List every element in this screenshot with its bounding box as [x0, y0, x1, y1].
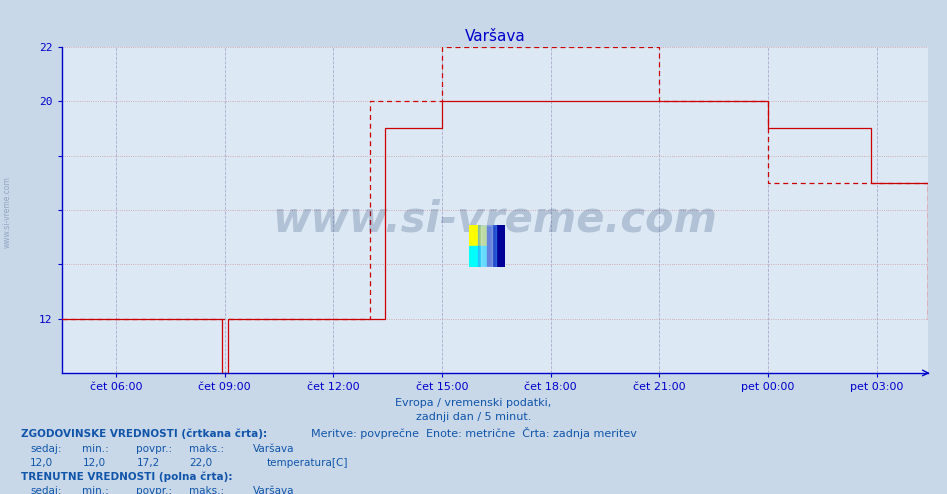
Text: maks.:: maks.:	[189, 444, 224, 454]
Text: TRENUTNE VREDNOSTI (polna črta):: TRENUTNE VREDNOSTI (polna črta):	[21, 471, 232, 482]
Polygon shape	[487, 225, 505, 267]
Text: www.si-vreme.com: www.si-vreme.com	[3, 176, 12, 248]
Text: www.si-vreme.com: www.si-vreme.com	[273, 199, 717, 241]
Text: povpr.:: povpr.:	[136, 486, 172, 494]
Text: min.:: min.:	[82, 486, 109, 494]
Text: temperatura[C]: temperatura[C]	[267, 458, 348, 468]
Polygon shape	[481, 225, 492, 267]
Text: Meritve: povprečne  Enote: metrične  Črta: zadnja meritev: Meritve: povprečne Enote: metrične Črta:…	[311, 427, 636, 439]
Text: sedaj:: sedaj:	[30, 486, 62, 494]
Bar	[469, 246, 487, 267]
Text: maks.:: maks.:	[189, 486, 224, 494]
Text: Varšava: Varšava	[253, 486, 295, 494]
Text: min.:: min.:	[82, 444, 109, 454]
Polygon shape	[478, 225, 496, 267]
Text: sedaj:: sedaj:	[30, 444, 62, 454]
Text: zadnji dan / 5 minut.: zadnji dan / 5 minut.	[416, 412, 531, 422]
Title: Varšava: Varšava	[464, 29, 526, 44]
Text: 12,0: 12,0	[82, 458, 105, 468]
Text: Varšava: Varšava	[253, 444, 295, 454]
Text: ZGODOVINSKE VREDNOSTI (črtkana črta):: ZGODOVINSKE VREDNOSTI (črtkana črta):	[21, 429, 267, 439]
Text: 12,0: 12,0	[30, 458, 53, 468]
Text: povpr.:: povpr.:	[136, 444, 172, 454]
Text: 22,0: 22,0	[189, 458, 212, 468]
Text: 17,2: 17,2	[136, 458, 160, 468]
Bar	[469, 225, 487, 246]
Text: Evropa / vremenski podatki,: Evropa / vremenski podatki,	[396, 398, 551, 408]
